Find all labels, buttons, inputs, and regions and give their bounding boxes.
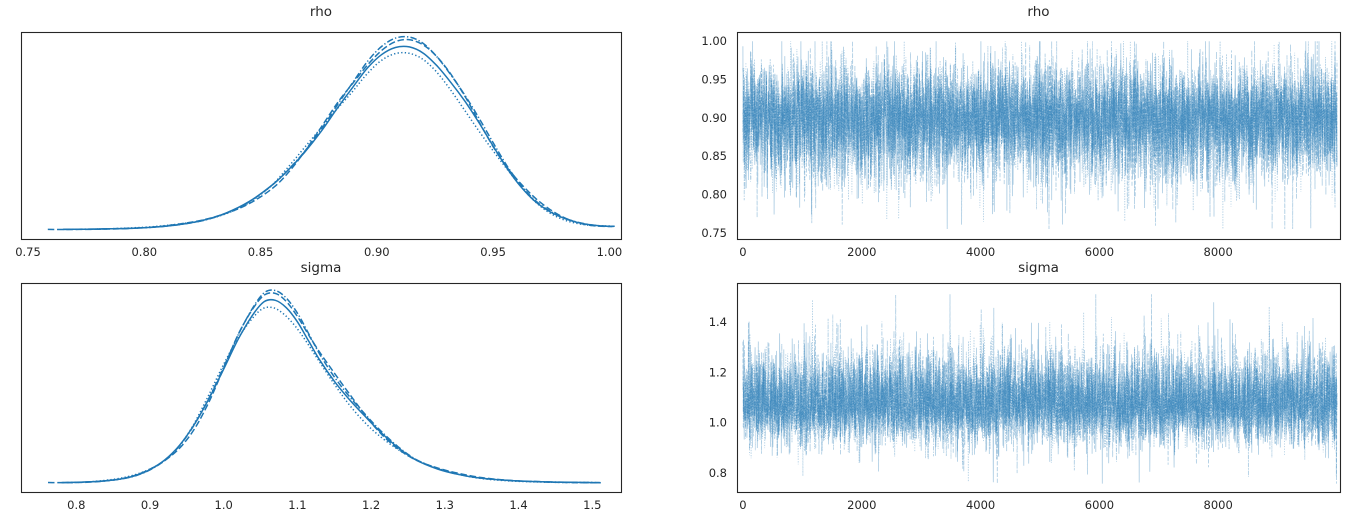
x-tick-labels: 0.8 0.9 1.0 1.1 1.2 1.3 1.4 1.5 [67, 498, 601, 512]
subplot-title-sigma-trace: sigma [1018, 260, 1059, 276]
x-tick-label: 2000 [847, 498, 876, 512]
x-tick-label: 4000 [966, 245, 995, 259]
x-tick-label: 0.9 [141, 498, 159, 512]
x-tick-label: 1.00 [597, 245, 623, 259]
x-tick-label: 1.2 [362, 498, 380, 512]
y-tick-label: 0.8 [709, 466, 727, 480]
x-tick-label: 0.90 [364, 245, 390, 259]
kde-line-dashed [47, 292, 601, 484]
kde-line-dotted [84, 51, 613, 231]
y-tick-label: 0.80 [701, 188, 727, 202]
x-tick-label: 1.1 [288, 498, 306, 512]
x-tick-label: 1.5 [583, 498, 601, 512]
trace-line-dotted [742, 41, 1338, 230]
y-tick-labels: 0.75 0.80 0.85 0.90 0.95 1.00 [701, 34, 727, 240]
x-tick-label: 0.80 [131, 245, 157, 259]
y-tick-label: 0.90 [701, 111, 727, 125]
x-tick-label: 1.3 [436, 498, 454, 512]
x-tick-labels: 0 2000 4000 6000 8000 [739, 245, 1233, 259]
x-tick-label: 8000 [1204, 498, 1233, 512]
subplot-title-rho-density: rho [309, 4, 333, 20]
y-tick-label: 0.85 [701, 149, 727, 163]
axes-spines [736, 282, 1342, 494]
axes-spines [20, 282, 623, 494]
subplot-title-rho-trace: rho [1027, 4, 1050, 20]
trace-chain-lines [742, 41, 1338, 230]
subplot-rho-trace: 0 2000 4000 6000 8000 0.75 0.80 0.85 0.90 0.95 1.0… [701, 31, 1342, 259]
trace-line-dashed [742, 41, 1338, 230]
trace-line-solid [742, 302, 1338, 484]
kde-chain-lines [47, 289, 601, 484]
y-tick-label: 1.2 [709, 365, 727, 379]
axes-spines [736, 31, 1342, 241]
kde-line-dashdot [63, 35, 615, 231]
trace-line-solid [742, 41, 1338, 230]
subplot-sigma-density: 0.8 0.9 1.0 1.1 1.2 1.3 1.4 1.5 [20, 282, 623, 512]
trace-line-dashed [742, 294, 1338, 484]
x-tick-label: 0.95 [480, 245, 506, 259]
y-tick-label: 0.75 [701, 226, 727, 240]
kde-chain-lines [47, 35, 616, 231]
y-tick-label: 1.0 [709, 416, 727, 430]
kde-line-solid [61, 298, 600, 484]
y-tick-label: 1.4 [709, 315, 727, 329]
x-tick-label: 4000 [966, 498, 995, 512]
kde-line-dashed [47, 38, 616, 231]
kde-line-dashdot [62, 289, 601, 484]
subplot-rho-density: 0.75 0.80 0.85 0.90 0.95 1.00 [15, 31, 623, 259]
x-tick-label: 0.75 [15, 245, 41, 259]
x-tick-label: 0 [739, 245, 746, 259]
subplot-sigma-trace: 0 2000 4000 6000 8000 0.8 1.0 1.2 1.4 [709, 282, 1342, 512]
y-tick-labels: 0.8 1.0 1.2 1.4 [709, 315, 727, 480]
kde-line-solid [62, 45, 615, 231]
trace-line-dashdot [742, 41, 1338, 230]
x-tick-label: 6000 [1085, 498, 1114, 512]
x-tick-label: 0.8 [67, 498, 85, 512]
y-tick-label: 1.00 [701, 34, 727, 48]
trace-chain-lines [742, 294, 1338, 484]
x-tick-label: 0 [739, 498, 746, 512]
trace-line-dotted [742, 299, 1338, 482]
x-tick-labels: 0.75 0.80 0.85 0.90 0.95 1.00 [15, 245, 622, 259]
kde-line-dotted [74, 306, 598, 484]
x-tick-labels: 0 2000 4000 6000 8000 [739, 498, 1233, 512]
trace-line-dashdot [742, 294, 1338, 477]
x-tick-label: 8000 [1204, 245, 1233, 259]
x-tick-label: 0.85 [248, 245, 274, 259]
x-tick-label: 6000 [1085, 245, 1114, 259]
y-tick-label: 0.95 [701, 73, 727, 87]
x-tick-label: 1.4 [509, 498, 527, 512]
x-tick-label: 1.0 [215, 498, 233, 512]
x-tick-label: 2000 [847, 245, 876, 259]
subplot-title-sigma-density: sigma [300, 260, 342, 276]
axes-spines [20, 31, 623, 241]
